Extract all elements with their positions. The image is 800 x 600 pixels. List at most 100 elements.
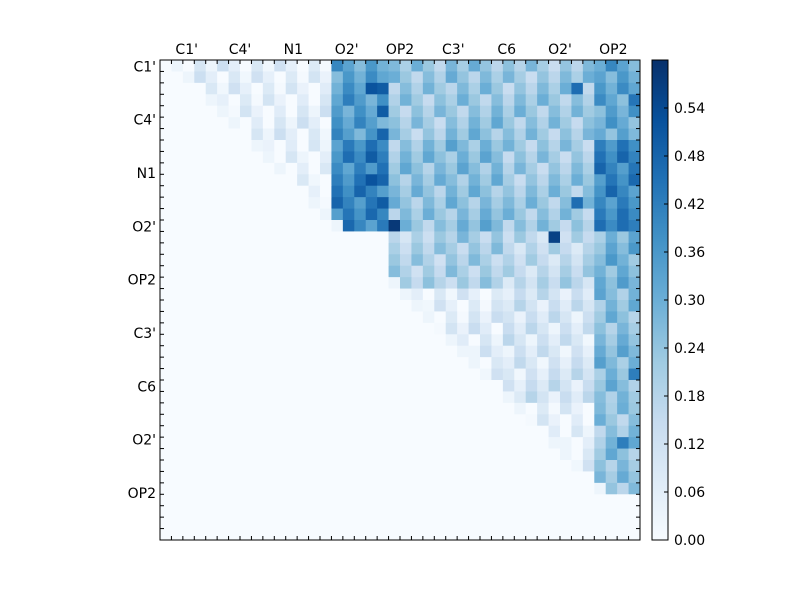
heatmap-cell bbox=[274, 140, 287, 152]
heatmap-cell bbox=[320, 517, 332, 529]
heatmap-cell bbox=[411, 242, 424, 255]
heatmap-cell bbox=[228, 357, 241, 369]
heatmap-cell bbox=[331, 334, 344, 347]
heatmap-cell bbox=[457, 494, 469, 507]
heatmap-cell bbox=[411, 345, 424, 358]
heatmap-cell bbox=[617, 517, 629, 529]
heatmap-cell bbox=[537, 437, 549, 449]
heatmap-cell bbox=[388, 94, 401, 107]
heatmap-cell bbox=[251, 322, 264, 335]
heatmap-cell bbox=[594, 425, 607, 438]
heatmap-cell bbox=[297, 368, 309, 381]
heatmap-cell bbox=[582, 425, 595, 438]
heatmap-cell bbox=[182, 140, 195, 152]
heatmap-cell bbox=[365, 334, 378, 347]
heatmap-cell bbox=[594, 220, 607, 232]
heatmap-cell bbox=[331, 345, 344, 358]
heatmap-cell bbox=[457, 288, 469, 301]
heatmap-cell bbox=[388, 345, 401, 358]
heatmap-cell bbox=[182, 482, 195, 495]
heatmap-cell bbox=[502, 288, 515, 301]
heatmap-cell bbox=[388, 174, 401, 187]
heatmap-cell bbox=[434, 402, 447, 415]
heatmap-cell bbox=[308, 334, 321, 347]
heatmap-cell bbox=[354, 471, 367, 484]
heatmap-cell bbox=[228, 391, 241, 404]
heatmap-cell bbox=[274, 334, 287, 347]
heatmap-cell bbox=[560, 460, 572, 472]
heatmap-cell bbox=[411, 494, 424, 507]
heatmap-cell bbox=[537, 505, 549, 518]
heatmap-cell bbox=[308, 231, 321, 244]
heatmap-cell bbox=[262, 437, 275, 449]
heatmap-cell bbox=[571, 185, 584, 198]
heatmap-cell bbox=[354, 71, 367, 84]
heatmap-cell bbox=[388, 162, 401, 175]
heatmap-cell bbox=[411, 380, 424, 392]
heatmap-cell bbox=[605, 197, 618, 209]
heatmap-cell bbox=[502, 94, 515, 107]
heatmap-cell bbox=[320, 185, 332, 198]
heatmap-cell bbox=[205, 254, 218, 267]
heatmap-cell bbox=[320, 448, 332, 461]
heatmap-cell bbox=[628, 322, 641, 335]
heatmap-cell bbox=[308, 162, 321, 175]
heatmap-cell bbox=[331, 151, 344, 164]
heatmap-cell bbox=[377, 482, 389, 495]
heatmap-cell bbox=[274, 231, 287, 244]
heatmap-cell bbox=[342, 311, 355, 324]
heatmap-cell bbox=[262, 300, 275, 312]
heatmap-cell bbox=[182, 174, 195, 187]
heatmap-cell bbox=[434, 220, 447, 232]
heatmap-cell bbox=[354, 265, 367, 278]
heatmap-cell bbox=[274, 174, 287, 187]
heatmap-cell bbox=[354, 345, 367, 358]
heatmap-cell bbox=[217, 425, 229, 438]
heatmap-cell bbox=[251, 117, 264, 129]
heatmap-cell bbox=[342, 208, 355, 221]
heatmap-cell bbox=[274, 117, 287, 129]
heatmap-cell bbox=[377, 60, 389, 72]
heatmap-cell bbox=[594, 482, 607, 495]
heatmap-cell bbox=[342, 197, 355, 209]
heatmap-cell bbox=[240, 242, 252, 255]
heatmap-cell bbox=[240, 288, 252, 301]
heatmap-cell bbox=[228, 380, 241, 392]
heatmap-cell bbox=[582, 357, 595, 369]
heatmap-cell bbox=[331, 528, 344, 541]
heatmap-cell bbox=[560, 242, 572, 255]
heatmap-cell bbox=[617, 277, 629, 289]
heatmap-cell bbox=[445, 277, 458, 289]
heatmap-cell bbox=[422, 425, 435, 438]
heatmap-cell bbox=[377, 140, 389, 152]
heatmap-cell bbox=[605, 105, 618, 118]
heatmap-cell bbox=[342, 391, 355, 404]
colorbar-tick-label: 0.42 bbox=[674, 197, 705, 213]
heatmap-cell bbox=[605, 482, 618, 495]
heatmap-cell bbox=[514, 220, 527, 232]
heatmap-cell bbox=[182, 162, 195, 175]
heatmap-cell bbox=[182, 517, 195, 529]
heatmap-cell bbox=[262, 208, 275, 221]
heatmap-cell bbox=[205, 528, 218, 541]
heatmap-cell bbox=[411, 517, 424, 529]
heatmap-cell bbox=[354, 220, 367, 232]
heatmap-cell bbox=[262, 460, 275, 472]
heatmap-cell bbox=[468, 345, 481, 358]
heatmap-cell bbox=[240, 71, 252, 84]
heatmap-cell bbox=[388, 517, 401, 529]
heatmap-cell bbox=[320, 494, 332, 507]
heatmap-cell bbox=[308, 197, 321, 209]
heatmap-cell bbox=[285, 151, 298, 164]
heatmap-cell bbox=[468, 140, 481, 152]
heatmap-cell bbox=[537, 82, 549, 95]
heatmap-cell bbox=[194, 505, 207, 518]
heatmap-cell bbox=[514, 368, 527, 381]
heatmap-cell bbox=[560, 277, 572, 289]
heatmap-cell bbox=[297, 162, 309, 175]
heatmap-cell bbox=[548, 414, 561, 427]
heatmap-cell bbox=[354, 185, 367, 198]
heatmap-cell bbox=[240, 425, 252, 438]
heatmap-cell bbox=[491, 60, 504, 72]
heatmap-cell bbox=[217, 220, 229, 232]
